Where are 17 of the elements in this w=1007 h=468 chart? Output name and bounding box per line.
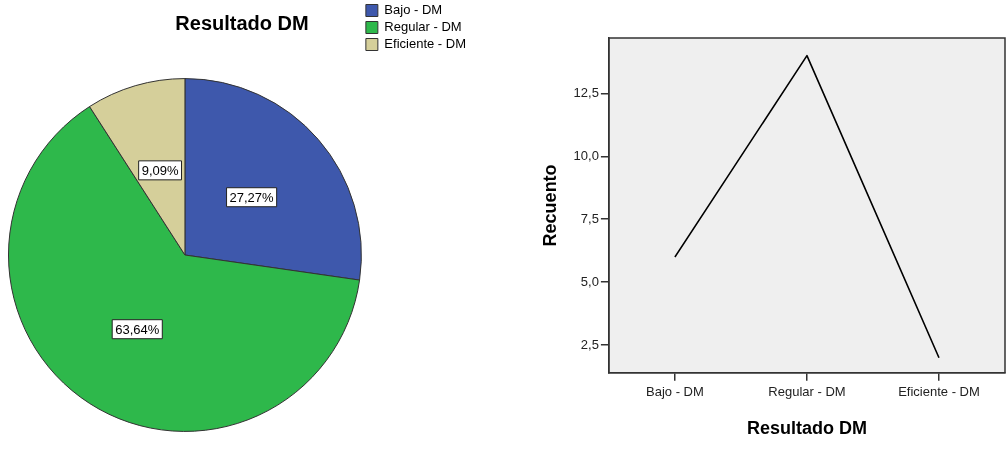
x-tick-label: Regular - DM [768,384,846,400]
data-label: 9,09% [141,162,179,178]
legend-label: Bajo - DM [384,2,443,18]
chart-title: Resultado DM [175,11,309,34]
y-tick-label: 10,0 [573,147,599,163]
y-tick-label: 12,5 [573,84,599,100]
data-label: 27,27% [229,189,275,205]
y-axis-title: Recuento [539,164,560,247]
x-tick-label: Eficiente - DM [898,384,980,400]
y-tick-label: 7,5 [580,210,599,226]
x-tick-label: Bajo - DM [646,384,704,400]
x-axis-title: Resultado DM [746,418,867,439]
y-tick-label: 5,0 [580,273,599,289]
legend-label: Regular - DM [384,19,462,35]
y-tick-label: 2,5 [580,336,599,352]
legend-label: Eficiente - DM [384,36,467,52]
data-label: 63,64% [115,321,160,337]
